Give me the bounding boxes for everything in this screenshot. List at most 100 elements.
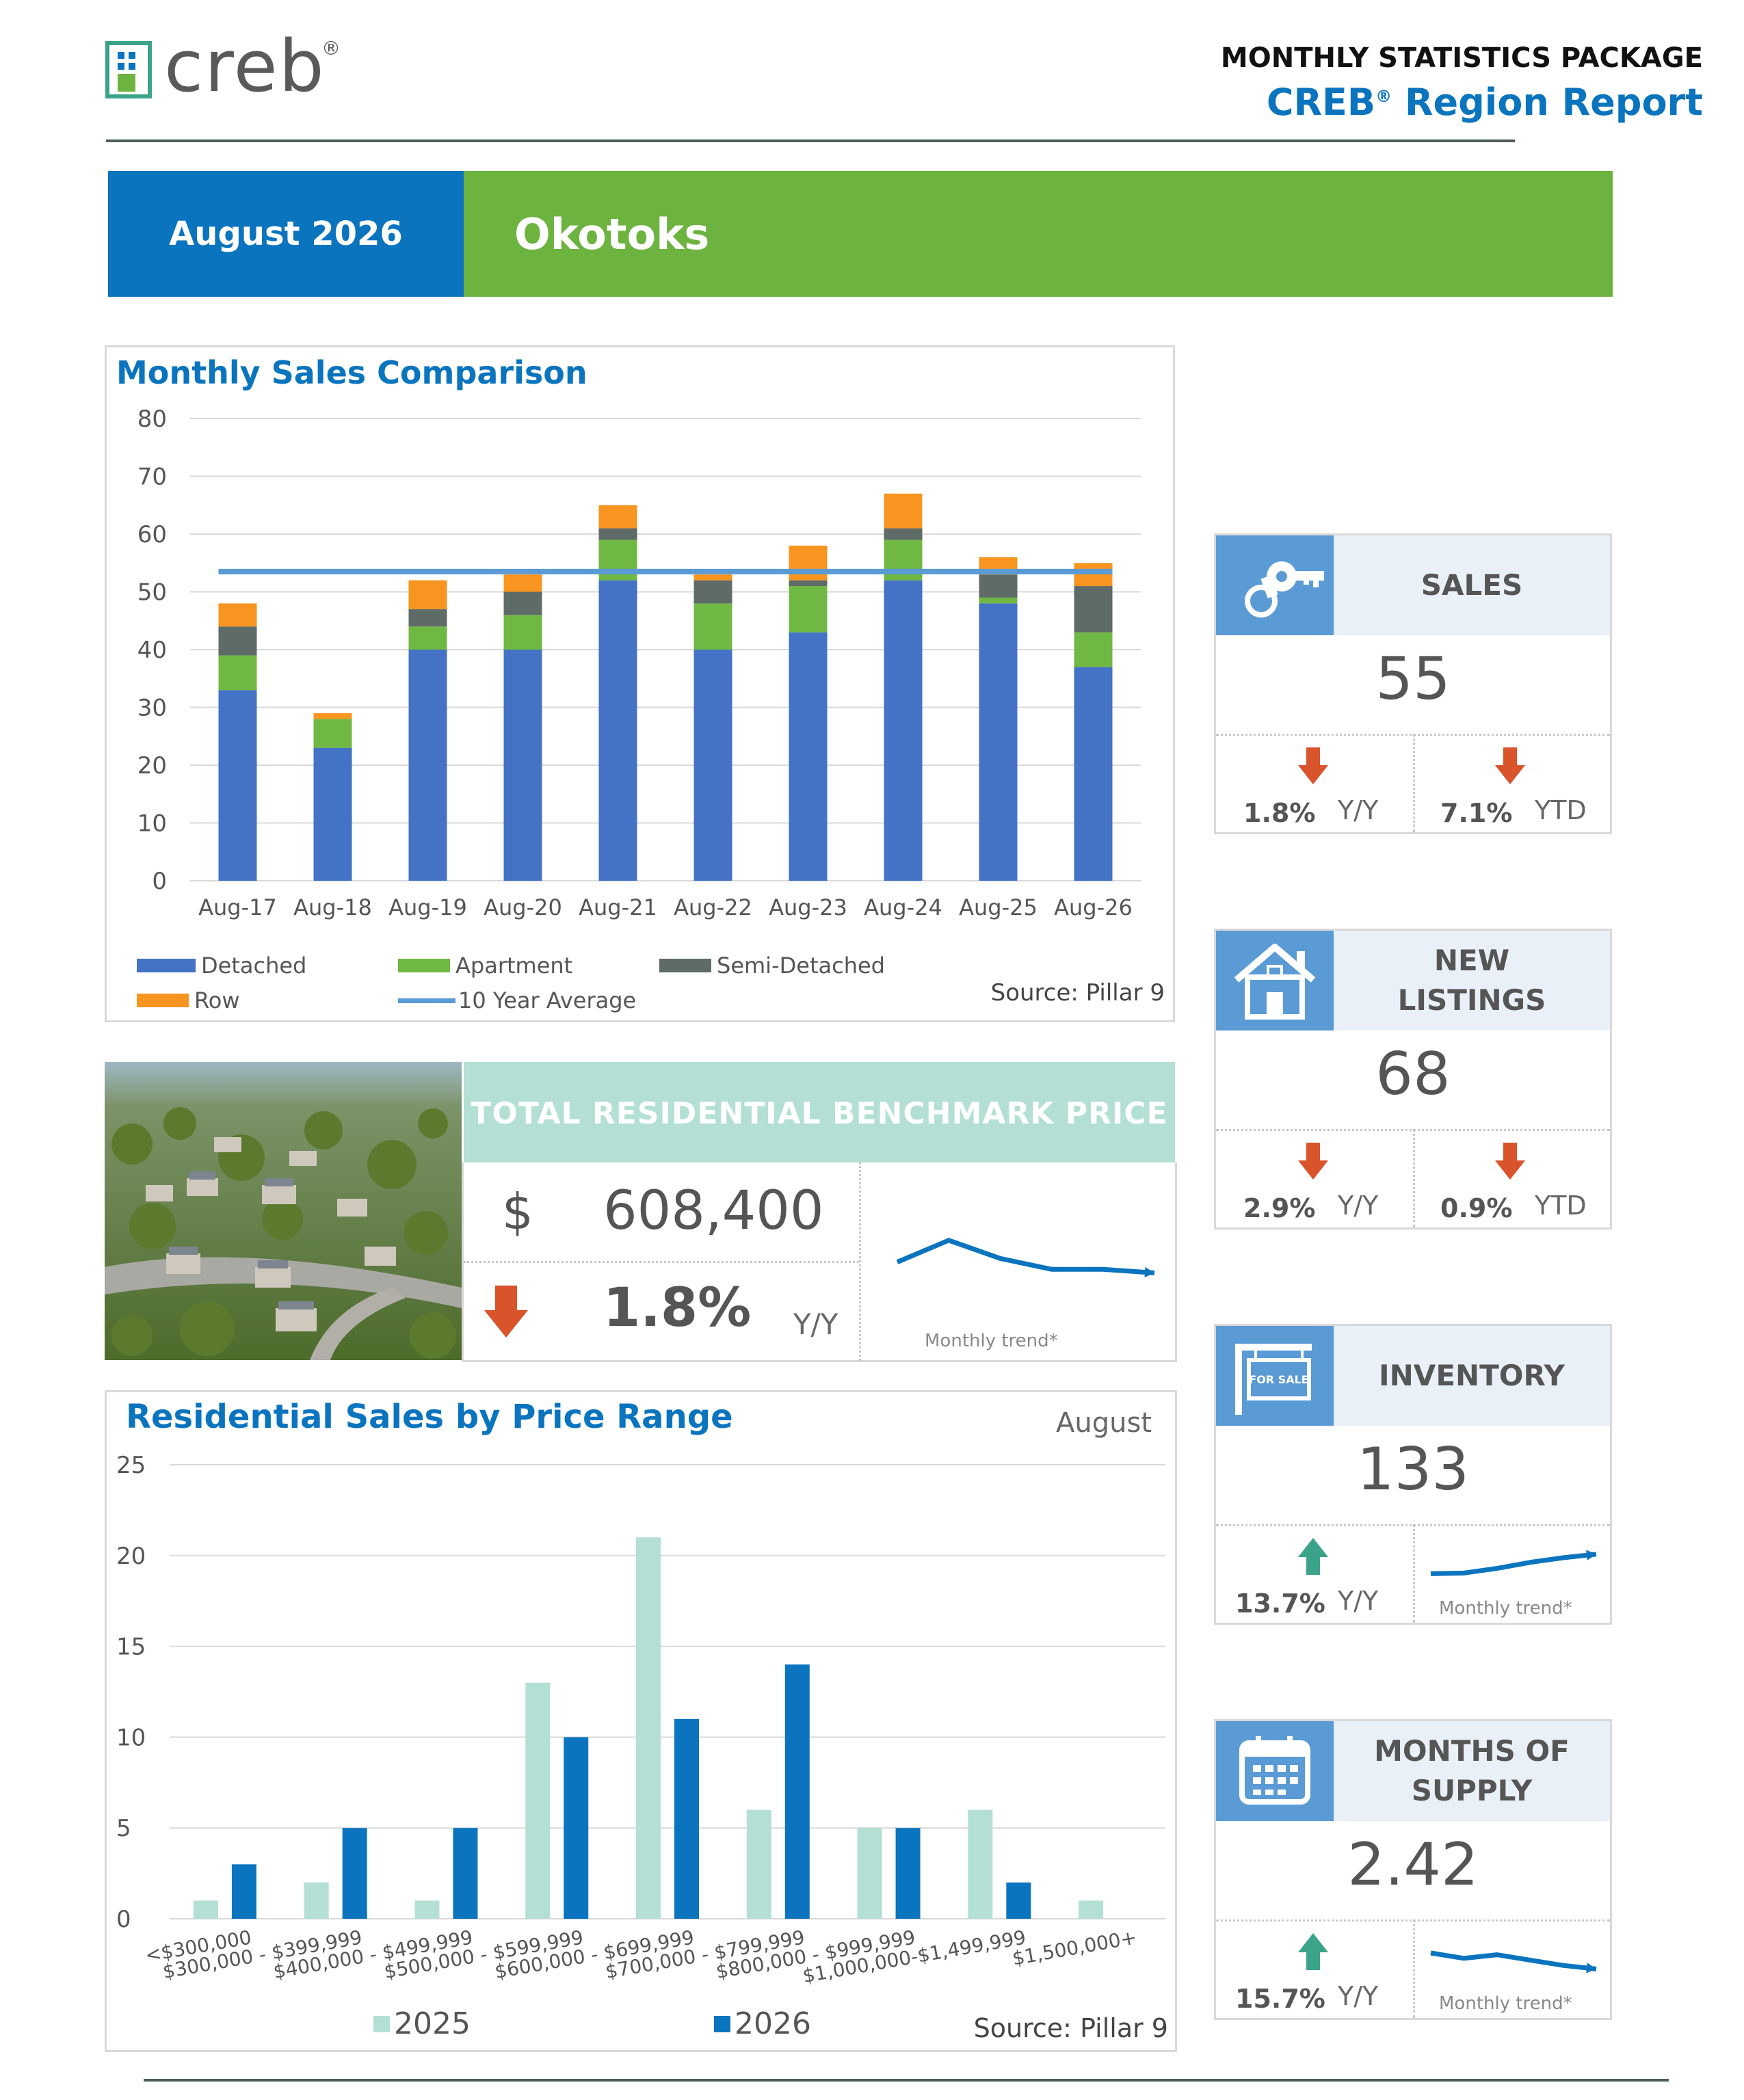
down-arrow-icon <box>484 1286 528 1338</box>
new-listings-ytd-down-arrow-icon <box>1495 1143 1525 1180</box>
months-supply-yy-up-arrow-icon <box>1298 1933 1328 1970</box>
sales-label: SALES <box>1334 535 1610 635</box>
months-supply-label: MONTHS OF SUPPLY <box>1334 1721 1610 1821</box>
bar-detached <box>1074 667 1113 881</box>
inventory-card: FOR SALE INVENTORY 133 13.7% Y/Y Monthly… <box>1214 1324 1612 1625</box>
bar-2025 <box>746 1809 771 1919</box>
legend-swatch-semi <box>659 959 711 972</box>
bar-detached <box>979 603 1018 881</box>
x-tick-label: Aug-17 <box>198 894 277 920</box>
x-tick-label: Aug-26 <box>1054 894 1133 920</box>
keys-icon <box>1245 561 1324 617</box>
bar-2026 <box>895 1828 921 1919</box>
bar-semi-detached <box>218 626 257 656</box>
bar-semi-detached <box>884 528 923 540</box>
legend-label-semi: Semi-Detached <box>717 953 885 979</box>
bar-row <box>789 545 828 581</box>
y-tick-label: 25 <box>116 1452 146 1479</box>
calendar-icon <box>1239 1736 1310 1805</box>
date-band: August 2026 <box>108 171 464 297</box>
report-title-rest: Region Report <box>1392 81 1703 124</box>
y-tick-label: 80 <box>137 406 167 433</box>
bar-semi-detached <box>1074 586 1113 633</box>
new-listings-yy-down-arrow-icon <box>1298 1143 1328 1180</box>
bar-2026 <box>784 1664 810 1919</box>
bar-apartment <box>408 626 447 650</box>
sales-value: 55 <box>1375 645 1451 713</box>
sales-yy-unit: Y/Y <box>1338 795 1379 825</box>
legend-swatch-row <box>137 994 189 1007</box>
bar-2026 <box>453 1828 478 1919</box>
bar-detached <box>408 650 447 881</box>
new-listings-label: NEW LISTINGS <box>1334 931 1610 1031</box>
months-supply-yy-unit: Y/Y <box>1338 1981 1379 2011</box>
monthly-sales-source: Source: Pillar 9 <box>990 979 1165 1007</box>
bar-row <box>313 713 352 719</box>
bar-semi-detached <box>598 528 637 540</box>
inventory-yy-unit: Y/Y <box>1338 1586 1379 1616</box>
legend-swatch-2025 <box>373 2015 390 2032</box>
bar-detached <box>503 650 542 881</box>
months-supply-divider-v <box>1413 1919 1415 2018</box>
new-listings-ytd-unit: YTD <box>1535 1191 1587 1221</box>
bar-2025 <box>636 1537 661 1919</box>
y-tick-label: 10 <box>116 1724 146 1751</box>
bar-row <box>218 603 257 627</box>
benchmark-body: $ 608,400 1.8% Y/Y Monthly trend* <box>462 1162 1177 1362</box>
logo-mark-icon <box>105 41 152 98</box>
bar-2025 <box>968 1809 993 1919</box>
bar-2025 <box>304 1882 329 1919</box>
bar-row <box>598 505 637 529</box>
price-range-title: Residential Sales by Price Range <box>126 1398 733 1436</box>
monthly-sales-panel: Monthly Sales Comparison 0 10 20 30 40 50 60 70… <box>105 345 1175 1022</box>
sales-card: SALES 55 1.8% Y/Y 7.1% YTD <box>1214 533 1612 834</box>
logo: creb ® <box>103 25 349 109</box>
inventory-label: INVENTORY <box>1334 1326 1610 1426</box>
benchmark-title: TOTAL RESIDENTIAL BENCHMARK PRICE <box>471 1095 1168 1131</box>
legend-detached: Detached <box>137 953 306 979</box>
legend-semi: Semi-Detached <box>659 953 885 979</box>
price-range-source: Source: Pillar 9 <box>973 2013 1168 2043</box>
new-listings-icon-box <box>1216 931 1334 1031</box>
bar-row <box>503 574 542 592</box>
benchmark-change: 1.8% <box>603 1277 752 1339</box>
trend-line <box>896 1238 1155 1275</box>
inventory-yy-pct: 13.7% <box>1235 1589 1325 1619</box>
months-supply-card: MONTHS OF SUPPLY 2.42 15.7% Y/Y Monthly … <box>1214 1719 1612 2020</box>
logo-registered-mark: ® <box>321 37 341 59</box>
bar-detached <box>598 580 637 881</box>
report-title-creb: CREB <box>1266 81 1376 124</box>
bar-row <box>884 493 923 529</box>
trend-line <box>1430 1950 1597 1971</box>
y-tick-label: 30 <box>137 695 167 722</box>
legend-swatch-detached <box>137 959 196 972</box>
x-tick-label: Aug-24 <box>864 894 942 920</box>
legend-2025: 2025 <box>373 2006 471 2041</box>
bar-row <box>693 574 732 581</box>
price-range-panel: Residential Sales by Price Range August … <box>105 1390 1177 2052</box>
sales-ytd-pct: 7.1% <box>1440 798 1513 828</box>
benchmark-trend-label: Monthly trend* <box>925 1331 1058 1351</box>
package-title: MONTHLY STATISTICS PACKAGE <box>1220 42 1703 74</box>
legend-swatch-2026 <box>714 2015 730 2032</box>
inventory-yy-up-arrow-icon <box>1298 1538 1328 1575</box>
bar-semi-detached <box>503 592 542 615</box>
new-listings-yy-pct: 2.9% <box>1243 1193 1316 1223</box>
bar-detached <box>693 650 732 881</box>
legend-swatch-apartment <box>398 959 450 972</box>
sales-yy-down-arrow-icon <box>1298 747 1328 784</box>
trend-arrowhead <box>1144 1266 1154 1278</box>
inventory-trend-label: Monthly trend* <box>1439 1598 1572 1619</box>
x-tick-label: Aug-18 <box>293 894 372 920</box>
trend-line <box>1430 1552 1597 1576</box>
new-listings-card: NEW LISTINGS 68 2.9% Y/Y 0.9% YTD <box>1214 929 1612 1230</box>
y-tick-label: 0 <box>152 868 167 895</box>
sales-icon-box <box>1216 535 1334 635</box>
legend-swatch-avg <box>398 998 455 1003</box>
months-supply-yy-pct: 15.7% <box>1235 1984 1325 2014</box>
y-tick-label: 20 <box>137 752 167 780</box>
x-tick-label: Aug-23 <box>769 894 847 920</box>
benchmark-unit: Y/Y <box>793 1307 838 1341</box>
new-listings-ytd-pct: 0.9% <box>1440 1193 1513 1223</box>
